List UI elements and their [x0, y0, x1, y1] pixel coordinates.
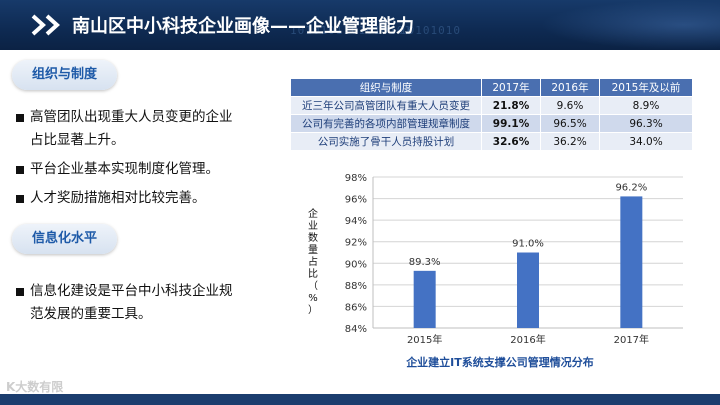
- chart-bar-2017年: [620, 196, 643, 328]
- table-cell: 32.6%: [481, 132, 541, 151]
- section-label-organization: 组织与制度: [12, 60, 117, 90]
- bullet-item: 人才奖励措施相对比较完善。: [16, 187, 241, 210]
- double-chevron-icon: [31, 14, 60, 36]
- bullet-item: 平台企业基本实现制度化管理。: [16, 158, 241, 181]
- chart-y-tick-label: 86%: [345, 302, 367, 313]
- organization-bullets: 高管团队出现重大人员变更的企业占比显著上升。 平台企业基本实现制度化管理。 人才…: [16, 106, 241, 210]
- table-header-row: 组织与制度 2017年 2016年 2015年及以前: [290, 78, 693, 97]
- chart-y-tick-label: 88%: [345, 281, 367, 292]
- table-row: 公司有完善的各项内部管理规章制度 99.1% 96.5% 96.3%: [290, 114, 693, 133]
- chart-y-tick-label: 96%: [345, 195, 367, 206]
- chart-bar-2016年: [517, 252, 539, 328]
- chart-x-tick-label: 2015年: [407, 333, 442, 346]
- chart-y-tick-label: 98%: [345, 173, 367, 184]
- binary-decoration-2: 10101010: [400, 24, 461, 37]
- watermark-logo: K大数有限: [6, 380, 64, 394]
- it-system-bar-chart: 84% 86% 88% 90% 92% 94% 96% 98% 89.3% 2015年 91.0% 2…: [308, 173, 683, 369]
- table-cell: 21.8%: [481, 96, 541, 115]
- chart-y-tick-label: 92%: [345, 238, 367, 249]
- chart-data-label: 96.2%: [615, 182, 647, 193]
- table-cell: 96.3%: [599, 114, 693, 133]
- bullet-item: 信息化建设是平台中小科技企业规范发展的重要工具。: [16, 280, 241, 326]
- table-cell: 近三年公司高管团队有重大人员变更: [290, 96, 482, 115]
- chart-bar-2015年: [413, 270, 436, 328]
- informatization-bullets: 信息化建设是平台中小科技企业规范发展的重要工具。: [16, 280, 241, 326]
- organization-table: 组织与制度 2017年 2016年 2015年及以前 近三年公司高管团队有重大人…: [290, 78, 693, 151]
- footer-bar: [0, 394, 720, 405]
- header-bar: 1010101101010101 10101010 南山区中小科技企业画像——企…: [0, 0, 720, 50]
- table-cell: 8.9%: [599, 96, 693, 115]
- table-row: 近三年公司高管团队有重大人员变更 21.8% 9.6% 8.9%: [290, 96, 693, 115]
- table-cell: 34.0%: [599, 132, 693, 151]
- chart-x-axis-title: 企业建立IT系统支撑公司管理情况分布: [405, 355, 594, 369]
- table-header-cell: 2015年及以前: [599, 78, 693, 97]
- table-cell: 36.2%: [540, 132, 600, 151]
- table-cell: 9.6%: [540, 96, 600, 115]
- chart-data-label: 91.0%: [512, 239, 544, 250]
- chart-data-label: 89.3%: [409, 257, 441, 268]
- bullet-item: 高管团队出现重大人员变更的企业占比显著上升。: [16, 106, 241, 152]
- section-label-informatization: 信息化水平: [12, 224, 117, 254]
- table-cell: 99.1%: [481, 114, 541, 133]
- chart-y-axis-label: 企业数量占比（%）: [308, 207, 318, 316]
- chart-x-tick-label: 2016年: [510, 333, 545, 346]
- page-title: 南山区中小科技企业画像——企业管理能力: [72, 16, 414, 37]
- header-glow: [540, 0, 720, 50]
- table-cell: 96.5%: [540, 114, 600, 133]
- table-cell: 公司有完善的各项内部管理规章制度: [290, 114, 482, 133]
- binary-decoration: 1010101101010101: [290, 24, 412, 37]
- table-header-cell: 2016年: [540, 78, 600, 97]
- table-row: 公司实施了骨干人员持股计划 32.6% 36.2% 34.0%: [290, 132, 693, 151]
- chart-y-tick-label: 84%: [345, 324, 367, 335]
- chart-y-tick-label: 94%: [345, 216, 367, 227]
- chart-x-tick-label: 2017年: [614, 333, 649, 346]
- table-cell: 公司实施了骨干人员持股计划: [290, 132, 482, 151]
- table-header-cell: 2017年: [481, 78, 541, 97]
- table-header-cell: 组织与制度: [290, 78, 482, 97]
- chart-y-tick-label: 90%: [345, 259, 367, 270]
